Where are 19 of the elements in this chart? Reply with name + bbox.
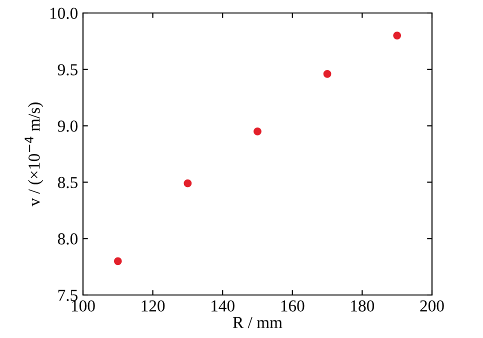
point [323,70,332,78]
point [254,127,262,136]
x-tick-label: 120 [142,300,165,312]
x-tick-label: 160 [281,300,304,312]
y-tick-label: 10.0 [50,8,78,20]
y-tick-label: 8.0 [58,233,78,245]
x-tick-label: 180 [351,300,374,312]
point [184,179,192,188]
x-tick-label: 140 [212,300,234,312]
y-tick-label: 9.5 [58,64,78,76]
x-tick-label: 200 [420,300,444,312]
point [114,257,122,266]
y-axis-title: v / (×10$^{−4}$ m/s) [24,102,44,206]
y-tick-label: 7.5 [58,290,78,302]
y-tick-label: 9.0 [58,120,78,132]
x-tick-label: 100 [72,300,95,312]
y-tick-label: 8.5 [58,176,78,188]
x-axis-title: R / mm [232,316,282,328]
point [393,32,402,40]
